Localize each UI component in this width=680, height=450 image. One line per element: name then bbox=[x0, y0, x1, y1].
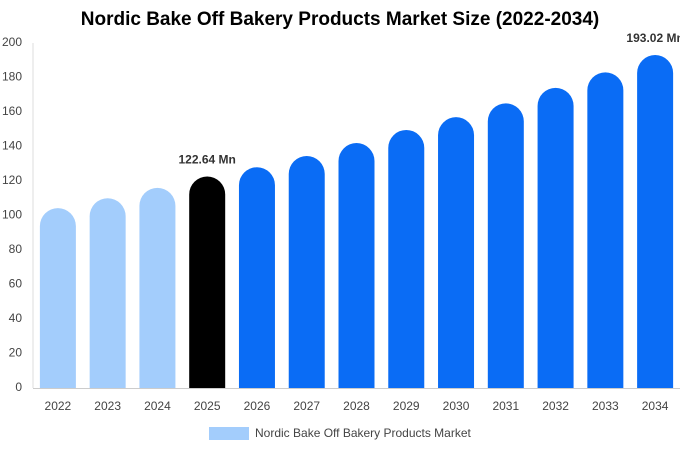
bar bbox=[139, 187, 176, 388]
y-tick-label: 120 bbox=[2, 173, 22, 187]
value-label: 122.64 Mn bbox=[179, 153, 236, 167]
y-tick-label: 140 bbox=[2, 139, 22, 153]
y-tick-label: 100 bbox=[2, 208, 22, 222]
x-tick-label: 2030 bbox=[443, 399, 470, 413]
y-tick-label: 60 bbox=[9, 277, 23, 291]
x-tick-label: 2033 bbox=[592, 399, 619, 413]
x-tick-label: 2031 bbox=[492, 399, 519, 413]
y-tick-label: 40 bbox=[9, 311, 23, 325]
y-tick-label: 160 bbox=[2, 104, 22, 118]
legend-label: Nordic Bake Off Bakery Products Market bbox=[255, 426, 472, 440]
bar bbox=[288, 155, 325, 388]
legend-swatch bbox=[209, 427, 249, 440]
x-tick-label: 2023 bbox=[94, 399, 121, 413]
bar bbox=[587, 72, 624, 388]
x-tick-label: 2028 bbox=[343, 399, 370, 413]
value-label: 193.02 Mn bbox=[626, 31, 680, 45]
x-tick-label: 2032 bbox=[542, 399, 569, 413]
bar bbox=[487, 103, 524, 389]
x-tick-label: 2029 bbox=[393, 399, 420, 413]
bar bbox=[89, 198, 126, 388]
x-tick-label: 2024 bbox=[144, 399, 171, 413]
bar bbox=[537, 87, 574, 388]
y-tick-label: 80 bbox=[9, 242, 23, 256]
bar bbox=[39, 208, 76, 388]
bar bbox=[637, 55, 674, 389]
bar bbox=[238, 167, 275, 388]
y-tick-label: 200 bbox=[2, 35, 22, 49]
bar bbox=[388, 129, 425, 388]
y-tick-label: 180 bbox=[2, 70, 22, 84]
x-tick-label: 2027 bbox=[293, 399, 320, 413]
chart-title: Nordic Bake Off Bakery Products Market S… bbox=[81, 9, 600, 30]
y-tick-label: 0 bbox=[15, 380, 22, 394]
y-tick-label: 20 bbox=[9, 346, 23, 360]
x-tick-label: 2022 bbox=[45, 399, 72, 413]
x-tick-label: 2034 bbox=[642, 399, 669, 413]
bar bbox=[189, 176, 226, 388]
x-tick-label: 2025 bbox=[194, 399, 221, 413]
bar bbox=[438, 117, 475, 389]
bar bbox=[338, 143, 375, 388]
x-tick-label: 2026 bbox=[244, 399, 271, 413]
